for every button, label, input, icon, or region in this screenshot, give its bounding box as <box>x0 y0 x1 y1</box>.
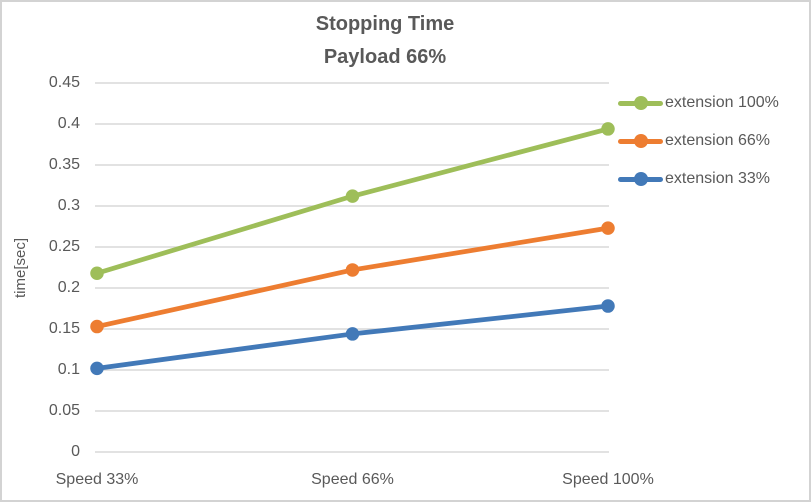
data-point-marker <box>345 189 360 203</box>
y-tick-label: 0.35 <box>48 156 80 173</box>
chart-title-line-1: Stopping Time <box>315 13 455 35</box>
data-point-marker <box>601 299 615 313</box>
data-point-marker <box>345 327 360 341</box>
y-tick-label: 0.15 <box>48 320 80 337</box>
legend-line-marker-icon <box>618 96 663 110</box>
y-tick-label: 0.25 <box>48 238 80 255</box>
data-point-marker <box>90 319 104 334</box>
series-line-extension-66- <box>94 225 611 329</box>
chart-title: Stopping Time Payload 66% <box>2 8 768 74</box>
data-point-marker <box>90 266 104 280</box>
data-point-marker <box>90 361 104 376</box>
legend: extension 100% extension 66% extension 33% <box>618 92 779 206</box>
legend-item: extension 100% <box>618 92 779 114</box>
data-point-marker <box>601 221 615 235</box>
legend-marker-dot <box>633 172 648 186</box>
y-tick-label: 0.2 <box>57 279 80 296</box>
legend-item: extension 33% <box>618 168 779 190</box>
legend-label: extension 66% <box>665 132 770 149</box>
x-category-label: Speed 66% <box>311 471 394 488</box>
chart-title-line-2: Payload 66% <box>323 46 447 68</box>
y-tick-label: 0.05 <box>48 402 80 419</box>
data-point-marker <box>345 263 360 277</box>
legend-line-marker-icon <box>618 134 663 148</box>
legend-line-marker-icon <box>618 172 663 186</box>
legend-item: extension 66% <box>618 130 779 152</box>
legend-marker-dot <box>633 134 648 148</box>
x-category-label: Speed 33% <box>55 471 139 488</box>
y-tick-label: 0.45 <box>48 74 80 91</box>
y-tick-label: 0.3 <box>57 197 80 214</box>
y-tick-label: 0.1 <box>57 361 80 378</box>
legend-label: extension 100% <box>665 94 779 111</box>
x-category-label: Speed 100% <box>562 471 654 488</box>
legend-label: extension 33% <box>665 170 770 187</box>
y-tick-label: 0.4 <box>57 115 80 132</box>
legend-marker-dot <box>633 96 648 110</box>
y-tick-label: 0 <box>71 443 80 460</box>
data-point-marker <box>601 122 615 136</box>
